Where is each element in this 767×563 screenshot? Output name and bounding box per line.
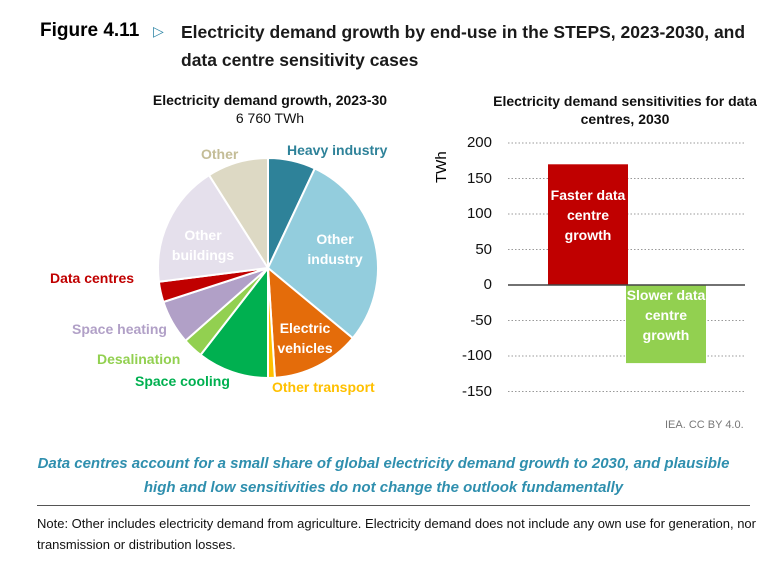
pie-title: Electricity demand growth, 2023-30 [152,92,388,108]
pie-slice-electric-vehicles [266,265,355,379]
note: Note: Other includes electricity demand … [37,516,756,552]
label-other: Other [201,146,239,162]
takeaway: Data centres account for a small share o… [37,455,730,496]
figure-number: Figure 4.11 [40,20,140,41]
label-heavy-industry: Heavy industry [287,142,388,158]
bar-title: Electricity demand sensitivities for dat… [493,93,757,127]
triangle-icon: ▷ [153,23,164,39]
label-other-industry: Other industry [307,231,363,267]
pie-slice-other-industry [266,167,379,340]
y-tick-label: 0 [483,276,492,293]
pie-slice-other [207,156,269,272]
figure-title: Electricity demand growth by end-use in … [181,22,746,70]
label-other-transport: Other transport [272,379,375,395]
divider [37,505,750,506]
bar-faster [548,164,628,285]
bar-label-faster: Faster data centre growth [550,187,626,243]
y-tick-label: -150 [461,382,492,400]
pie-subtitle: 6 760 TWh [235,110,305,126]
y-tick-label: -100 [461,347,492,364]
label-other-buildings: Other buildings [171,227,235,263]
label-electric-vehicles: Electric vehicles [277,320,333,356]
y-tick-label: 50 [475,240,492,258]
bar-slower [626,285,706,364]
credit: IEA. CC BY 4.0. [665,419,744,431]
bar-label-slower: Slower data centre growth [626,287,706,343]
y-tick-label: 200 [466,134,492,151]
pie-slice-space-cooling [199,265,269,380]
label-space-cooling: Space cooling [135,373,230,389]
y-tick-label: 150 [466,169,492,187]
label-desalination: Desalination [97,351,181,367]
label-space-heating: Space heating [72,321,167,337]
y-tick-label: 100 [466,205,492,222]
y-tick-label: -50 [470,311,492,329]
label-data-centres: Data centres [50,270,135,286]
pie-slice-other-buildings [157,173,270,283]
